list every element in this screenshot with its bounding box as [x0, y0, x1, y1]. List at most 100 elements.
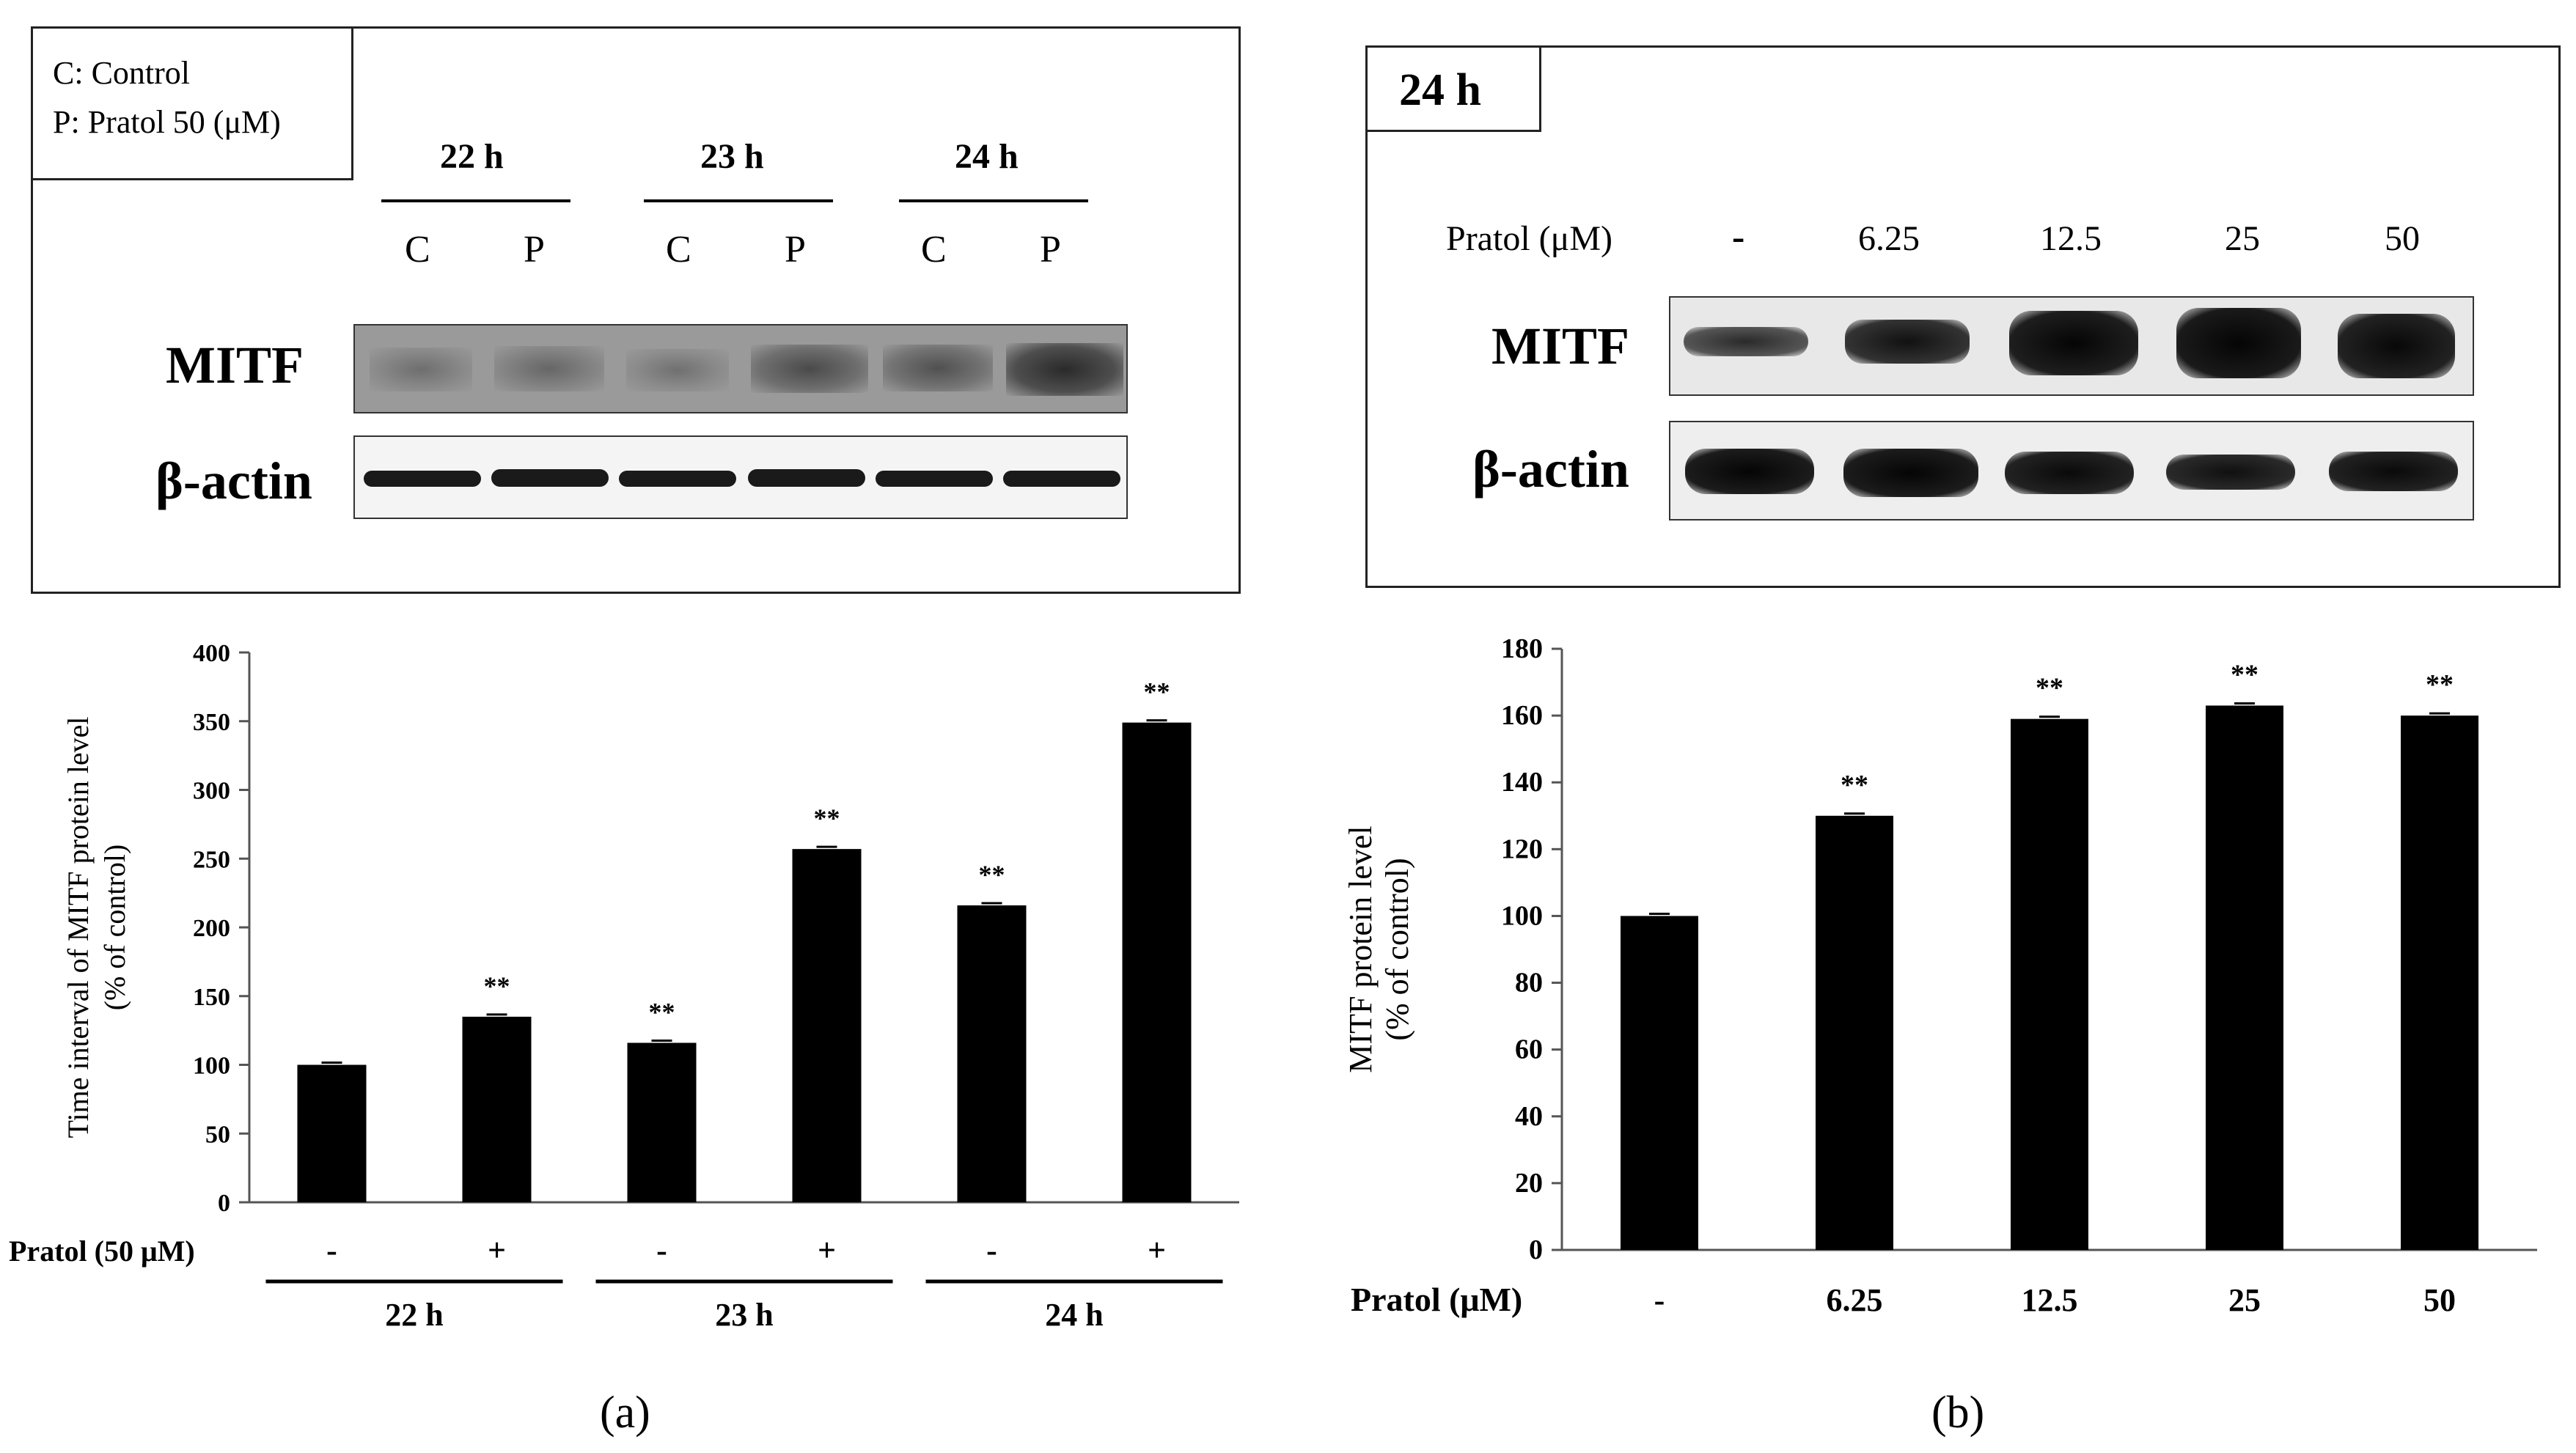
- x-group-label: 22 h: [385, 1297, 443, 1333]
- x-category-label: +: [818, 1232, 836, 1268]
- significance-label: **: [979, 860, 1005, 889]
- y-tick-label: 100: [1501, 900, 1543, 931]
- blot-band: [2005, 452, 2134, 494]
- blot-band: [2338, 314, 2455, 378]
- y-tick-label: 40: [1515, 1101, 1543, 1132]
- panel-a-legend-box: [31, 26, 353, 180]
- blot-band: [2009, 311, 2138, 375]
- y-axis-label: MITF protein level: [1343, 825, 1379, 1073]
- blot-a-actin-label: β-actin: [155, 452, 312, 510]
- significance-label: **: [2231, 659, 2258, 690]
- x-row-label: Pratol (μM): [1351, 1281, 1522, 1318]
- blot-band: [2166, 455, 2295, 490]
- legend-line-pratol: P: Pratol 50 (μM): [53, 104, 281, 140]
- y-tick-label: 80: [1515, 968, 1543, 998]
- blot-b-mitf-strip: [1669, 296, 2474, 396]
- blot-band: [751, 345, 868, 393]
- blot-b-dose-label: 25: [2225, 219, 2260, 258]
- blot-band: [2176, 308, 2301, 378]
- y-tick-label: 180: [1501, 633, 1543, 664]
- significance-label: **: [1841, 770, 1868, 801]
- blot-band: [491, 469, 609, 487]
- x-category-label: -: [656, 1232, 667, 1268]
- y-tick-label: 160: [1501, 700, 1543, 731]
- panel-b-time-tag-box: [1365, 45, 1541, 132]
- blot-a-group-underline: [899, 199, 1088, 202]
- y-tick-label: 60: [1515, 1034, 1543, 1065]
- blot-band: [748, 469, 865, 487]
- bar: [2206, 705, 2283, 1250]
- blot-b-dose-label: 50: [2385, 219, 2420, 258]
- blot-a-lane-label: P: [524, 229, 545, 271]
- significance-label: **: [2036, 673, 2063, 704]
- blot-a-lane-label: C: [666, 229, 691, 271]
- x-category-label: +: [1148, 1232, 1166, 1268]
- bar: [792, 849, 862, 1202]
- y-axis-label: Time interval of MITF protein level: [62, 716, 95, 1138]
- blot-b-mitf-label: MITF: [1491, 317, 1629, 375]
- x-category-label: -: [1654, 1282, 1665, 1318]
- bar: [1816, 815, 1893, 1250]
- panel-a-blot-frame: [31, 26, 1241, 594]
- chart-b-svg: 0 20 40 60 80 100 120 140 160 180 MITF protein lev…: [1343, 633, 2537, 1318]
- y-tick-label: 50: [205, 1121, 230, 1148]
- y-tick-label: 400: [193, 640, 230, 667]
- panel-b-blot-frame: [1365, 45, 2561, 588]
- blot-band: [619, 471, 736, 487]
- x-category-label: 25: [2228, 1282, 2261, 1318]
- x-category-label: -: [986, 1232, 997, 1268]
- bar: [1122, 722, 1192, 1202]
- y-tick-label: 200: [193, 915, 230, 942]
- y-tick-label: 300: [193, 778, 230, 805]
- bar: [1621, 916, 1698, 1250]
- y-tick-label: 20: [1515, 1168, 1543, 1199]
- blot-a-group-underline: [644, 199, 833, 202]
- significance-label: **: [2426, 669, 2454, 700]
- y-tick-label: 0: [218, 1190, 230, 1217]
- blot-band: [1685, 449, 1814, 494]
- y-tick-label: 100: [193, 1053, 230, 1080]
- blot-band: [494, 346, 604, 391]
- x-row-label: Pratol (50 μM): [9, 1235, 195, 1268]
- blot-a-lane-label: C: [405, 229, 430, 271]
- blot-a-group-label: 24 h: [955, 137, 1019, 176]
- blot-band: [876, 471, 993, 487]
- x-group-label: 23 h: [715, 1297, 773, 1333]
- bar: [462, 1016, 532, 1202]
- y-tick-label: 120: [1501, 834, 1543, 864]
- blot-a-actin-strip: [353, 435, 1128, 519]
- bar: [957, 905, 1027, 1202]
- blot-band: [1845, 320, 1970, 364]
- bar: [2011, 718, 2088, 1250]
- y-axis-label-unit: (% of control): [1379, 858, 1415, 1040]
- significance-label: **: [814, 803, 840, 833]
- blot-band: [1006, 343, 1123, 396]
- y-tick-label: 0: [1529, 1235, 1543, 1265]
- blot-band: [1003, 471, 1120, 487]
- blot-band: [370, 347, 472, 391]
- y-tick-label: 150: [193, 984, 230, 1011]
- x-category-label: -: [326, 1232, 337, 1268]
- blot-b-dose-label: 6.25: [1858, 219, 1920, 258]
- blot-b-dose-header: Pratol (μM): [1446, 219, 1613, 258]
- blot-band: [626, 349, 729, 391]
- significance-label: **: [649, 998, 675, 1027]
- blot-band: [364, 471, 481, 487]
- significance-label: **: [1144, 677, 1170, 707]
- y-axis-label-unit: (% of control): [98, 845, 131, 1011]
- blot-b-actin-label: β-actin: [1472, 440, 1629, 499]
- blot-b-dose-label: 12.5: [2040, 219, 2102, 258]
- x-category-label: 50: [2423, 1282, 2456, 1318]
- y-tick-label: 350: [193, 709, 230, 736]
- x-category-label: 6.25: [1827, 1282, 1883, 1318]
- panel-b-time-tag: 24 h: [1399, 65, 1481, 115]
- chart-a-svg: 0 50 100 150 200 250 300 350 400 Time interval of…: [9, 640, 1239, 1333]
- bar: [297, 1064, 367, 1202]
- blot-band: [883, 345, 993, 391]
- x-category-label: +: [488, 1232, 506, 1268]
- blot-b-actin-strip: [1669, 421, 2474, 520]
- blot-a-group-underline: [381, 199, 570, 202]
- panel-b-caption: (b): [1931, 1388, 1985, 1438]
- blot-band: [1684, 327, 1808, 356]
- x-category-label: 12.5: [2022, 1282, 2078, 1318]
